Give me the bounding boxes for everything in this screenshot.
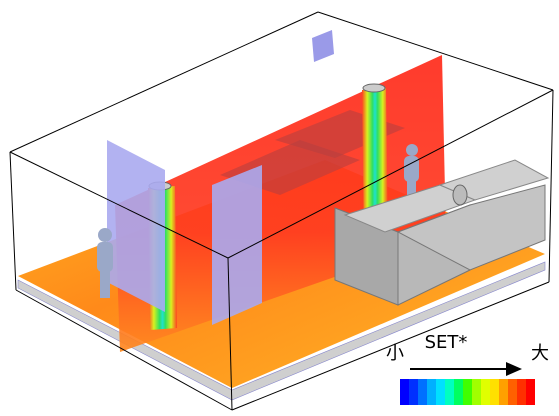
chair <box>453 185 467 205</box>
legend-low-label: 小 <box>386 343 404 364</box>
page: 小 SET* 大 (() => { const data = JSON.pars… <box>0 0 559 416</box>
panel <box>107 140 165 312</box>
wall-unit <box>312 30 334 62</box>
color-bar <box>400 379 535 405</box>
legend-quantity: SET* <box>425 332 468 353</box>
legend-high-label: 大 <box>531 343 549 364</box>
legend-arrowhead <box>506 362 522 376</box>
scene: 小 SET* 大 <box>0 0 559 416</box>
panel <box>212 165 262 325</box>
diffuser <box>363 84 385 92</box>
